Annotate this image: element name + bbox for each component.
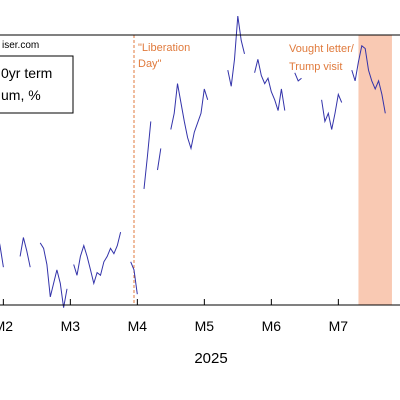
x-ticks: M2M3M4M5M6M7M: [0, 299, 400, 334]
series-segment-11: [321, 92, 343, 130]
series-segment-4: [130, 261, 138, 295]
x-tick-label: M5: [195, 318, 215, 334]
series-segment-2: [39, 242, 68, 308]
series-segment-3: [73, 231, 122, 286]
source-text: iser.com: [2, 40, 39, 51]
series-segment-0: [0, 243, 4, 268]
liberation-day-label-1: "Liberation: [138, 42, 190, 54]
x-axis-title: 2025: [194, 350, 227, 367]
vought-letter-span: [358, 35, 392, 305]
series-segment-9: [254, 59, 286, 111]
x-tick-label: M2: [0, 318, 13, 334]
vought-letter-label-2: Trump visit: [289, 61, 342, 73]
series-segment-8: [227, 16, 245, 87]
x-tick-label: M6: [262, 318, 282, 334]
legend-line-2: um, %: [1, 87, 41, 103]
series-segment-1: [19, 237, 31, 268]
series-line: [0, 16, 386, 308]
legend-box: [0, 55, 74, 114]
x-tick-label: M7: [329, 318, 349, 334]
liberation-day-label-2: Day": [138, 58, 162, 70]
series-segment-5: [143, 121, 152, 189]
x-tick-label: M3: [61, 318, 81, 334]
series-segment-6: [157, 148, 162, 171]
series-segment-7: [170, 83, 209, 151]
x-tick-label: M4: [128, 318, 148, 334]
legend-line-1: 0yr term: [1, 65, 52, 81]
series-segment-10: [294, 72, 302, 82]
series-segment-12: [351, 44, 386, 114]
vought-letter-label-1: Vought letter/: [289, 43, 355, 55]
